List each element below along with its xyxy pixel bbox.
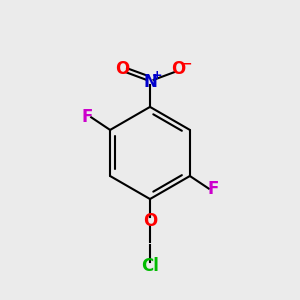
Text: −: − bbox=[182, 57, 192, 70]
Text: N: N bbox=[143, 73, 157, 91]
Text: O: O bbox=[143, 212, 157, 230]
Text: F: F bbox=[208, 180, 219, 198]
Text: O: O bbox=[171, 60, 185, 78]
Text: O: O bbox=[115, 60, 129, 78]
Text: +: + bbox=[152, 69, 163, 82]
Text: F: F bbox=[81, 108, 92, 126]
Text: Cl: Cl bbox=[141, 257, 159, 275]
